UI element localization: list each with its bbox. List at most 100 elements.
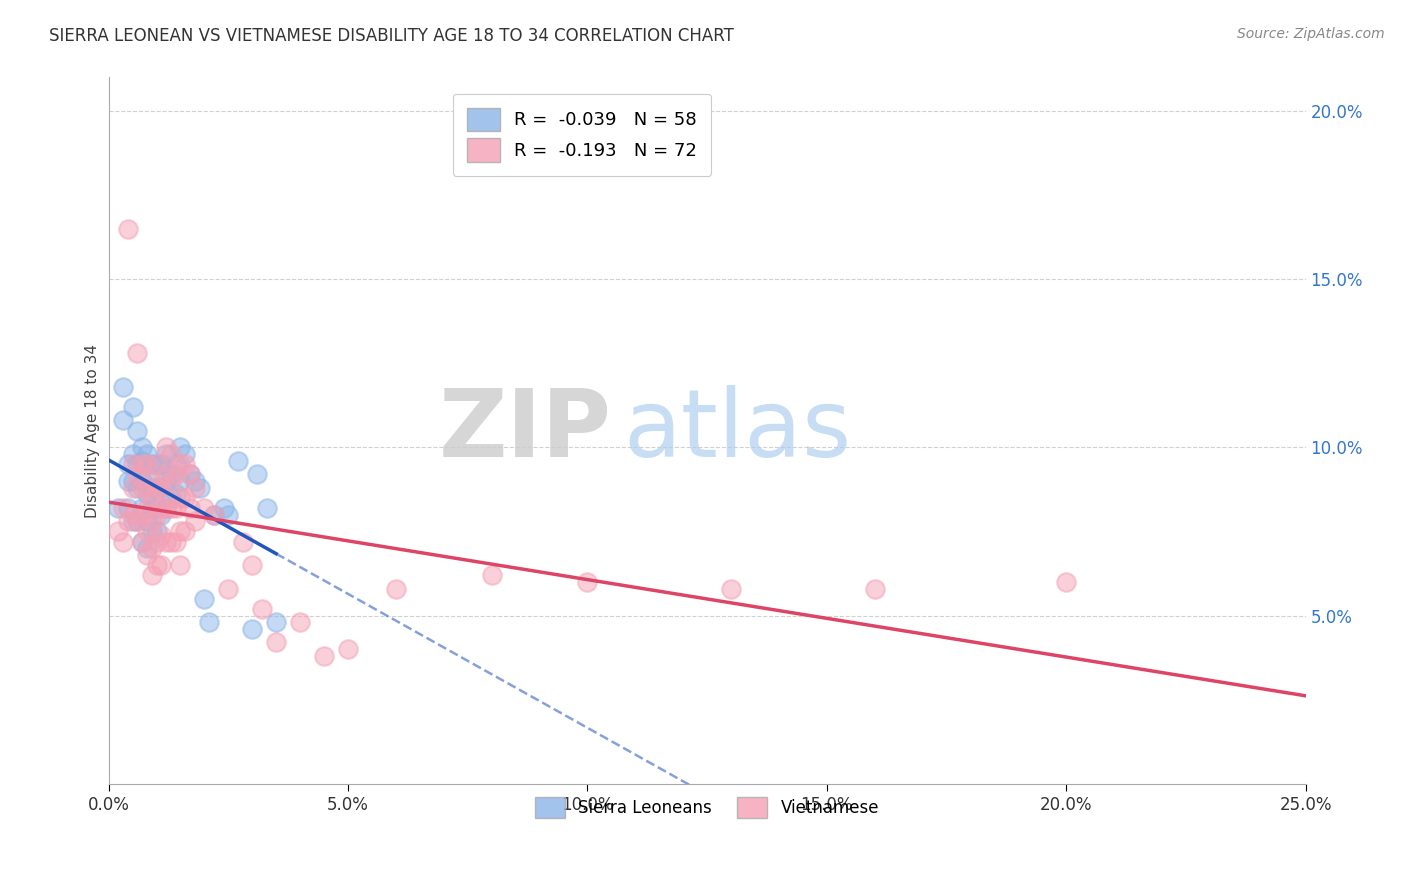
Point xyxy=(188,481,211,495)
Point xyxy=(127,457,149,471)
Point xyxy=(141,541,163,556)
Point xyxy=(179,467,201,482)
Text: atlas: atlas xyxy=(623,384,852,476)
Point xyxy=(145,500,167,515)
Point xyxy=(111,534,134,549)
Point xyxy=(131,454,153,468)
Point xyxy=(155,474,177,488)
Point xyxy=(121,447,143,461)
Point xyxy=(150,457,173,471)
Point xyxy=(174,491,197,505)
Point xyxy=(111,380,134,394)
Point xyxy=(174,524,197,539)
Point xyxy=(111,413,134,427)
Point xyxy=(193,591,215,606)
Point xyxy=(202,508,225,522)
Point xyxy=(165,457,187,471)
Point xyxy=(160,500,183,515)
Text: Source: ZipAtlas.com: Source: ZipAtlas.com xyxy=(1237,27,1385,41)
Point xyxy=(131,508,153,522)
Point xyxy=(150,481,173,495)
Point xyxy=(184,474,207,488)
Point xyxy=(155,500,177,515)
Point xyxy=(117,221,139,235)
Point xyxy=(121,474,143,488)
Point xyxy=(226,454,249,468)
Point xyxy=(160,447,183,461)
Point xyxy=(150,528,173,542)
Point xyxy=(141,500,163,515)
Point xyxy=(141,515,163,529)
Text: ZIP: ZIP xyxy=(439,384,612,476)
Point xyxy=(155,441,177,455)
Point xyxy=(141,524,163,539)
Point xyxy=(136,467,159,482)
Point xyxy=(174,447,197,461)
Point xyxy=(720,582,742,596)
Point xyxy=(179,467,201,482)
Point xyxy=(1054,574,1077,589)
Point xyxy=(155,467,177,482)
Point xyxy=(121,457,143,471)
Point xyxy=(250,602,273,616)
Point xyxy=(202,508,225,522)
Point xyxy=(212,500,235,515)
Point xyxy=(155,500,177,515)
Point xyxy=(131,474,153,488)
Point xyxy=(145,481,167,495)
Point xyxy=(145,457,167,471)
Point xyxy=(117,474,139,488)
Point xyxy=(337,642,360,657)
Point xyxy=(150,481,173,495)
Point xyxy=(136,487,159,501)
Point xyxy=(576,574,599,589)
Point xyxy=(184,515,207,529)
Point xyxy=(145,481,167,495)
Point xyxy=(165,534,187,549)
Point xyxy=(141,491,163,505)
Point xyxy=(240,622,263,636)
Point xyxy=(145,534,167,549)
Point xyxy=(127,481,149,495)
Point xyxy=(256,500,278,515)
Point xyxy=(155,534,177,549)
Point xyxy=(111,500,134,515)
Point xyxy=(141,474,163,488)
Point xyxy=(117,515,139,529)
Point xyxy=(174,457,197,471)
Point xyxy=(145,457,167,471)
Point xyxy=(217,582,239,596)
Point xyxy=(193,500,215,515)
Point xyxy=(150,508,173,522)
Point xyxy=(145,508,167,522)
Point xyxy=(863,582,886,596)
Point xyxy=(131,441,153,455)
Point xyxy=(141,568,163,582)
Point xyxy=(264,635,287,649)
Point xyxy=(145,524,167,539)
Text: SIERRA LEONEAN VS VIETNAMESE DISABILITY AGE 18 TO 34 CORRELATION CHART: SIERRA LEONEAN VS VIETNAMESE DISABILITY … xyxy=(49,27,734,45)
Point xyxy=(121,508,143,522)
Point xyxy=(232,534,254,549)
Point xyxy=(385,582,408,596)
Point xyxy=(127,424,149,438)
Point xyxy=(169,441,191,455)
Point xyxy=(136,447,159,461)
Point xyxy=(169,491,191,505)
Point xyxy=(127,467,149,482)
Point xyxy=(131,457,153,471)
Point xyxy=(160,491,183,505)
Point xyxy=(312,648,335,663)
Point xyxy=(160,467,183,482)
Point xyxy=(169,474,191,488)
Point xyxy=(107,524,129,539)
Point xyxy=(145,558,167,573)
Point xyxy=(136,457,159,471)
Point xyxy=(131,500,153,515)
Point xyxy=(127,515,149,529)
Point xyxy=(131,481,153,495)
Point xyxy=(150,500,173,515)
Point xyxy=(165,467,187,482)
Point xyxy=(160,534,183,549)
Point xyxy=(169,558,191,573)
